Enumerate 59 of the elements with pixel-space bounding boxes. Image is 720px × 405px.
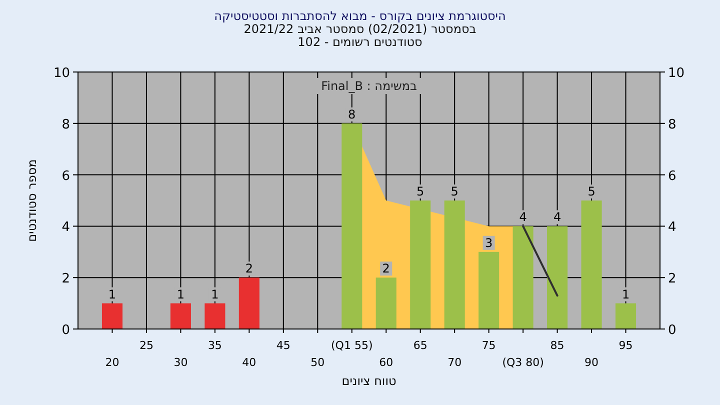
bar — [376, 278, 396, 329]
x-axis-title: טווח ציונים — [342, 374, 396, 388]
chart-subtitle: בסמסטר (02/2021) סמסטר אביב 2021/22 סטודנטים רשומים - 102 — [244, 22, 476, 49]
x-tick-label: 65 — [413, 339, 428, 352]
x-tick-label: 25 — [139, 339, 154, 352]
data-label: 1 — [108, 287, 116, 302]
data-label: 4 — [519, 210, 527, 224]
data-label: 2 — [245, 262, 253, 276]
x-tick-label: (Q1 55) — [331, 339, 373, 352]
x-tick-label: 85 — [550, 339, 564, 352]
y2-tick-label: 6 — [668, 168, 676, 184]
data-label: 2 — [382, 262, 390, 276]
y2-tick-label: 8 — [668, 117, 676, 132]
x-tick-label: 30 — [174, 356, 188, 369]
bar — [238, 278, 260, 329]
bar — [342, 123, 362, 329]
data-label: 3 — [485, 236, 493, 250]
data-label: 5 — [450, 184, 458, 198]
y-tick-label: 6 — [62, 168, 70, 184]
bar — [615, 303, 636, 329]
bar — [204, 303, 226, 329]
bar — [512, 226, 534, 329]
bar — [444, 200, 465, 329]
data-label: 5 — [588, 184, 596, 198]
x-tick-label: (Q3 80) — [502, 356, 544, 369]
y-tick-label: 0 — [62, 323, 70, 338]
y-tick-label: 2 — [62, 272, 70, 287]
x-tick-label: 70 — [448, 356, 462, 369]
x-tick-label: 50 — [310, 356, 325, 369]
data-label: 1 — [622, 287, 630, 302]
y-axis-title: מספר סטודנטים — [25, 159, 39, 242]
y2-tick-label: 0 — [668, 323, 676, 338]
annotation: במשימה : Final_B — [321, 79, 417, 93]
y-tick-label: 8 — [62, 117, 70, 132]
x-tick-label: 40 — [242, 356, 256, 369]
y2-tick-label: 10 — [668, 66, 685, 81]
x-tick-label: 60 — [379, 356, 394, 369]
x-tick-label: 35 — [208, 339, 222, 352]
data-label: 5 — [416, 184, 424, 198]
bar — [547, 226, 568, 329]
y-tick-label: 10 — [53, 66, 70, 81]
x-tick-label: 95 — [618, 339, 633, 352]
y-tick-label: 4 — [62, 220, 70, 236]
bar — [478, 252, 500, 329]
x-tick-label: 75 — [482, 339, 496, 352]
y2-tick-label: 2 — [668, 272, 676, 287]
data-label: 4 — [553, 210, 562, 224]
data-label: 8 — [348, 107, 356, 122]
bar — [170, 303, 191, 329]
chart-title: היסטוגרמת ציונים בקורס - מבוא להסתברות וסטטיסטיקה — [214, 9, 506, 23]
x-tick-label: 90 — [584, 356, 599, 369]
bar — [410, 200, 431, 329]
x-tick-label: 45 — [276, 339, 290, 352]
data-label: 1 — [176, 287, 185, 302]
bar — [581, 200, 602, 329]
x-tick-label: 20 — [105, 356, 120, 369]
bar — [102, 303, 123, 329]
data-label: 1 — [211, 287, 219, 302]
y2-tick-label: 4 — [668, 220, 676, 236]
